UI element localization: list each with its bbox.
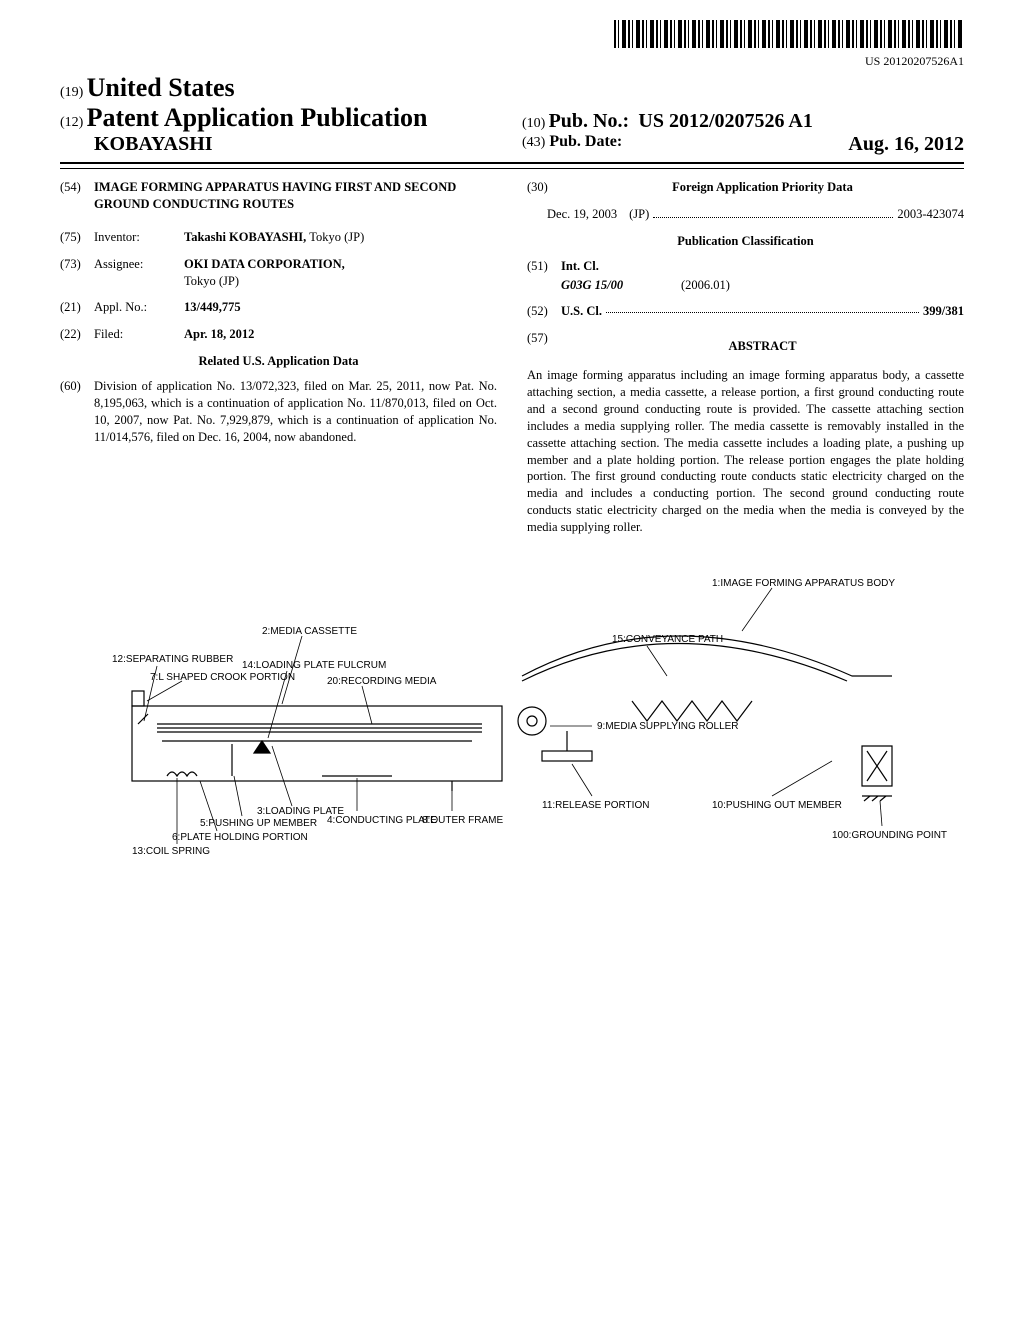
assignee-name: OKI DATA CORPORATION,: [184, 257, 345, 271]
appl-no-code: (21): [60, 299, 94, 316]
assignee-label: Assignee:: [94, 256, 184, 290]
abstract-code: (57): [527, 330, 561, 363]
abstract-text: An image forming apparatus including an …: [527, 367, 964, 536]
assignee-code: (73): [60, 256, 94, 290]
related-code: (60): [60, 378, 94, 446]
dotted-fill: [653, 208, 893, 218]
header-row: (19) United States (12) Patent Applicati…: [60, 73, 964, 164]
pub-type: Patent Application Publication: [87, 103, 428, 132]
callout-7: 7:L SHAPED CROOK PORTION: [150, 672, 295, 683]
invention-title: IMAGE FORMING APPARATUS HAVING FIRST AND…: [94, 179, 497, 213]
callout-15: 15:CONVEYANCE PATH: [612, 634, 723, 645]
filed-label: Filed:: [94, 326, 184, 343]
uscl-label: U.S. Cl.: [561, 303, 602, 320]
filed-date: Apr. 18, 2012: [184, 326, 497, 343]
assignee-loc: Tokyo (JP): [184, 274, 239, 288]
barcode-graphic: [614, 20, 964, 48]
foreign-code: (30): [527, 179, 561, 196]
pub-date-code: (43): [522, 135, 545, 150]
inventor-code: (75): [60, 229, 94, 246]
pub-no-code: (10): [522, 116, 545, 131]
figure-area: 1:IMAGE FORMING APPARATUS BODY 2:MEDIA C…: [60, 576, 964, 900]
classification-heading: Publication Classification: [527, 233, 964, 250]
authority: United States: [87, 73, 235, 102]
uscl-code: (52): [527, 303, 561, 320]
callout-12: 12:SEPARATING RUBBER: [112, 654, 233, 665]
intcl-class: G03G 15/00: [561, 277, 681, 294]
pub-date-label: Pub. Date:: [549, 133, 622, 150]
callout-5: 5:PUSHING UP MEMBER: [200, 818, 317, 829]
priority-date: Dec. 19, 2003: [527, 206, 617, 223]
dotted-fill-2: [606, 303, 919, 313]
priority-no: 2003-423074: [897, 206, 964, 223]
uscl-value: 399/381: [923, 303, 964, 320]
inventor-loc: Tokyo (JP): [309, 230, 364, 244]
header-right: (10) Pub. No.: US 2012/0207526 A1 (43) P…: [502, 110, 964, 156]
appl-no-label: Appl. No.:: [94, 299, 184, 316]
callout-13: 13:COIL SPRING: [132, 846, 210, 857]
title-code: (54): [60, 179, 94, 213]
authority-code: (19): [60, 85, 83, 100]
foreign-heading: Foreign Application Priority Data: [561, 179, 964, 196]
header-left: (19) United States (12) Patent Applicati…: [60, 73, 502, 156]
related-text: Division of application No. 13/072,323, …: [94, 378, 497, 446]
pub-no: US 2012/0207526 A1: [632, 110, 812, 132]
right-column: (30) Foreign Application Priority Data D…: [527, 179, 964, 536]
related-heading: Related U.S. Application Data: [60, 353, 497, 370]
left-column: (54) IMAGE FORMING APPARATUS HAVING FIRS…: [60, 179, 497, 536]
pub-no-label: Pub. No.:: [549, 110, 630, 132]
callout-4: 4:CONDUCTING PLATE: [327, 815, 437, 826]
callout-2: 2:MEDIA CASSETTE: [262, 626, 357, 637]
appl-no: 13/449,775: [184, 299, 497, 316]
callout-10: 10:PUSHING OUT MEMBER: [712, 800, 842, 811]
columns: (54) IMAGE FORMING APPARATUS HAVING FIRS…: [60, 179, 964, 536]
barcode-text: US 20120207526A1: [60, 54, 964, 69]
intcl-label: Int. Cl.: [561, 258, 964, 275]
inventor-name: Takashi KOBAYASHI,: [184, 230, 306, 244]
pub-date: Aug. 16, 2012: [848, 133, 964, 156]
barcode-block: US 20120207526A1: [60, 20, 964, 69]
pub-type-code: (12): [60, 115, 83, 130]
callout-20: 20:RECORDING MEDIA: [327, 676, 437, 687]
callout-9: 9:MEDIA SUPPLYING ROLLER: [597, 721, 739, 732]
callout-11: 11:RELEASE PORTION: [542, 800, 649, 811]
callout-8: 8:OUTER FRAME: [422, 815, 503, 826]
abstract-heading: ABSTRACT: [561, 338, 964, 355]
inventor-surname: KOBAYASHI: [60, 133, 502, 156]
callout-6: 6:PLATE HOLDING PORTION: [172, 832, 308, 843]
callout-14: 14:LOADING PLATE FULCRUM: [242, 660, 386, 671]
priority-country: (JP): [617, 206, 649, 223]
filed-code: (22): [60, 326, 94, 343]
intcl-code: (51): [527, 258, 561, 275]
callout-100: 100:GROUNDING POINT: [832, 830, 947, 841]
callout-1: 1:IMAGE FORMING APPARATUS BODY: [712, 578, 895, 589]
patent-figure: 1:IMAGE FORMING APPARATUS BODY 2:MEDIA C…: [72, 576, 952, 896]
header-divider: [60, 168, 964, 169]
intcl-date: (2006.01): [681, 277, 730, 294]
inventor-label: Inventor:: [94, 229, 184, 246]
